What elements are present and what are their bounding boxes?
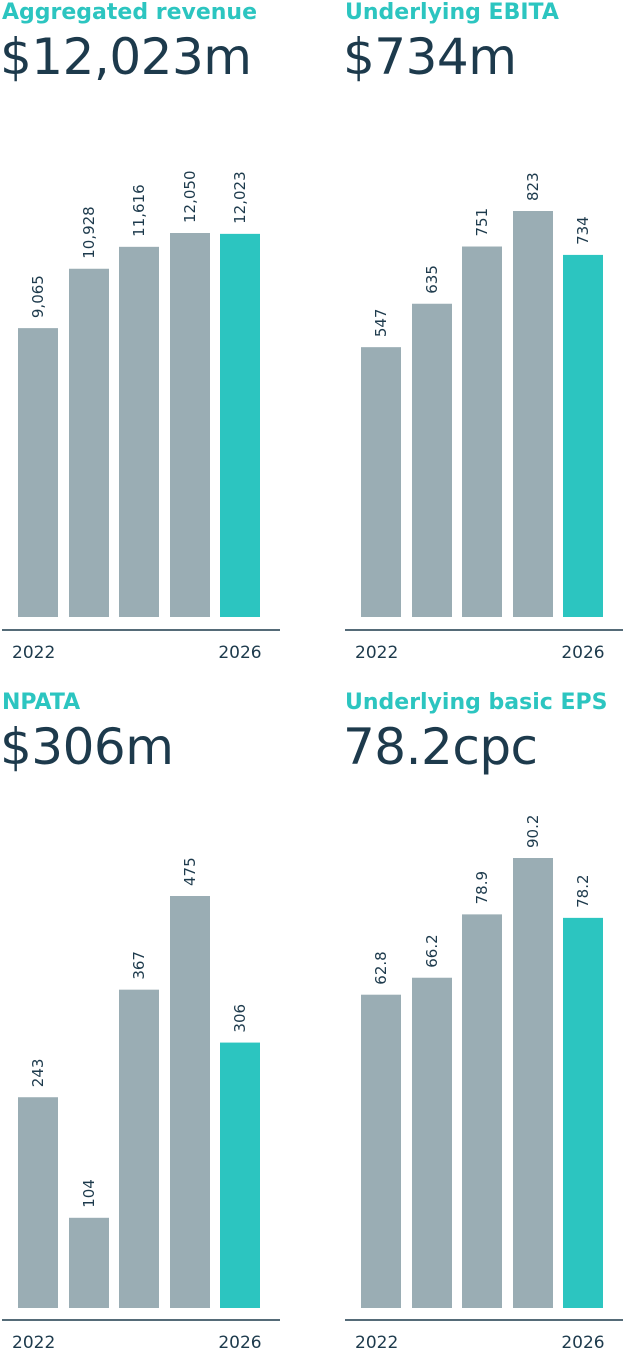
panel-npata: NPATA $306m 243 104 367 475 306 2022 2026	[0, 690, 302, 1353]
bar	[462, 914, 502, 1308]
panel-title: NPATA	[2, 690, 81, 715]
bar	[563, 917, 603, 1308]
x-tick-label: 2022	[355, 1333, 398, 1353]
bar-value-label: 12,023	[231, 171, 249, 224]
panel-underlying-ebita: Underlying EBITA $734m 547 635 751 823 734 20…	[343, 0, 640, 670]
bar	[361, 994, 401, 1308]
x-tick-label: 2022	[12, 643, 55, 663]
headline-value: 78.2cpc	[343, 718, 538, 776]
headline-value: $12,023m	[0, 28, 252, 86]
bar-value-label: 62.8	[372, 951, 390, 984]
bar	[513, 858, 553, 1308]
bar	[412, 303, 452, 617]
x-tick-label: 2026	[561, 1333, 604, 1353]
x-tick-label: 2022	[12, 1333, 55, 1353]
eps-chart: 62.8 66.2 78.9 90.2 78.2 2022 2026	[345, 815, 623, 1353]
bar-value-label: 104	[80, 1179, 98, 1208]
bar	[18, 1097, 58, 1308]
bar-value-label: 10,928	[80, 206, 98, 258]
bar-value-label: 12,050	[181, 171, 199, 224]
bar-value-label: 751	[473, 208, 491, 237]
bar-value-label: 90.2	[524, 815, 542, 848]
panel-aggregated-revenue: Aggregated revenue $12,023m 9,065 10,928 1…	[0, 0, 302, 670]
bar-value-label: 734	[574, 216, 592, 245]
panel-title: Underlying basic EPS	[345, 690, 608, 715]
x-tick-label: 2026	[218, 643, 261, 663]
bar-value-label: 78.2	[574, 874, 592, 907]
bar	[361, 347, 401, 617]
bar	[170, 896, 210, 1308]
bar-value-label: 367	[130, 951, 148, 980]
ebita-chart: 547 635 751 823 734 2022 2026	[345, 172, 623, 663]
x-tick-label: 2026	[218, 1333, 261, 1353]
bar-value-label: 635	[423, 265, 441, 294]
bar-value-label: 475	[181, 857, 199, 886]
npata-chart: 243 104 367 475 306 2022 2026	[2, 857, 280, 1353]
bar	[563, 254, 603, 618]
bar	[119, 246, 159, 617]
panel-title: Underlying EBITA	[345, 0, 559, 25]
bar-value-label: 243	[29, 1059, 47, 1088]
bar-value-label: 66.2	[423, 934, 441, 967]
revenue-chart: 9,065 10,928 11,616 12,050 12,023 2022 2026	[2, 171, 280, 663]
x-tick-label: 2022	[355, 643, 398, 663]
bar	[220, 233, 260, 617]
bar	[462, 246, 502, 617]
bar	[220, 1042, 260, 1308]
bar-value-label: 547	[372, 309, 390, 338]
bar-value-label: 11,616	[130, 184, 148, 237]
bar-value-label: 78.9	[473, 871, 491, 904]
bar-value-label: 306	[231, 1004, 249, 1033]
bar	[513, 211, 553, 617]
bar-value-label: 823	[524, 172, 542, 201]
headline-value: $734m	[343, 28, 517, 86]
panel-title: Aggregated revenue	[2, 0, 258, 25]
bar	[412, 977, 452, 1308]
bar-value-label: 9,065	[29, 275, 47, 318]
panel-underlying-basic-eps: Underlying basic EPS 78.2cpc 62.8 66.2 78.…	[343, 690, 640, 1353]
headline-value: $306m	[0, 718, 174, 776]
x-tick-label: 2026	[561, 643, 604, 663]
bar	[69, 268, 109, 617]
bar	[69, 1217, 109, 1308]
bar	[170, 233, 210, 617]
bar	[119, 989, 159, 1308]
bar	[18, 328, 58, 617]
